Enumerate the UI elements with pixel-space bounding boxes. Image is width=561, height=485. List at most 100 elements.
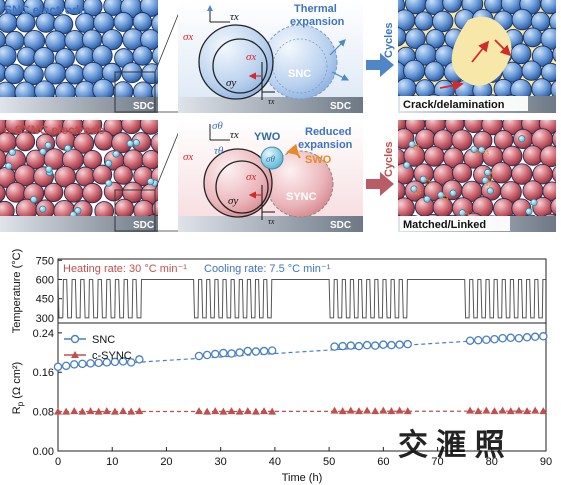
- snc-point: [53, 362, 63, 372]
- x-tick-label: 10: [106, 456, 118, 468]
- particle: [132, 12, 153, 32]
- rp-chart: 0 10 20 30 40 50 60 70 80 90 0.00 0.08 0.16 0.24 SNC …: [11, 322, 552, 484]
- sync-particle-left: [203, 148, 273, 218]
- watermark: 交 滙 照: [398, 428, 505, 462]
- zoom-line: [154, 4, 183, 73]
- particle: [101, 62, 122, 83]
- temperature-tick-label: 450: [36, 294, 54, 306]
- ywo-particle: [45, 165, 53, 173]
- particle: [132, 45, 153, 66]
- y-tick-label: 0.08: [33, 407, 54, 419]
- particle: [4, 63, 25, 85]
- c-sync-point: [227, 407, 236, 415]
- tau-x-small: τx: [268, 97, 275, 106]
- x-tick-label: 40: [269, 456, 281, 468]
- rp-axis-label: Rp (Ω cm²): [11, 362, 25, 414]
- particle: [540, 0, 556, 15]
- ywo-particle: [530, 198, 538, 207]
- c-sync-point: [94, 407, 103, 415]
- swo-arrow: [286, 143, 301, 159]
- snc-point: [346, 341, 356, 350]
- crack-panel: Crack/delamination: [398, 0, 556, 113]
- particle: [451, 129, 473, 151]
- c-sync-point: [260, 407, 269, 415]
- snc-point: [61, 361, 71, 371]
- snc-point: [267, 346, 277, 355]
- particle: [442, 0, 462, 13]
- legend-csync-marker: [71, 351, 79, 358]
- particle: [82, 149, 103, 170]
- c-sync-point: [119, 407, 128, 415]
- snc-point: [126, 358, 136, 367]
- particle: [161, 0, 181, 16]
- particle: [17, 46, 37, 66]
- reduced-label-1: Reduced: [305, 126, 351, 138]
- x-tick-label: 80: [486, 456, 498, 468]
- thermal-label-1: Thermal: [294, 3, 337, 15]
- ywo-particle: [39, 205, 47, 213]
- c-sync-point: [127, 407, 136, 415]
- snc-point: [70, 360, 79, 369]
- crack-arrow: [494, 39, 512, 57]
- snc-particle-expanded: [262, 24, 338, 100]
- c-sync-point: [203, 407, 212, 415]
- particle: [151, 46, 158, 66]
- temperature-axis-label: Temperature (°C): [11, 249, 23, 333]
- matched-label: Matched/Linked: [403, 219, 486, 231]
- particle: [23, 64, 44, 86]
- sigma-x-left: σx: [183, 31, 193, 43]
- particle: [113, 165, 133, 185]
- swo-particle: [482, 149, 489, 157]
- crack-label-bg: [400, 96, 528, 111]
- sdc-substrate: [0, 216, 158, 232]
- snc-electrode-panel: SDC SNC electrode: [0, 0, 181, 113]
- c-sync-point: [338, 407, 347, 415]
- sigma-y: σy: [228, 195, 238, 207]
- swo-label: SWO: [305, 154, 332, 166]
- temperature-tick-label: 600: [36, 274, 54, 286]
- ywo-particle: [478, 146, 486, 154]
- legend-snc-marker: [70, 334, 80, 344]
- snc-point: [194, 351, 204, 361]
- matched-label-bg: [400, 216, 510, 231]
- snc-trend-line: [57, 335, 547, 368]
- snc-point: [94, 358, 103, 368]
- snc-point: [354, 341, 364, 351]
- snc-point: [235, 348, 244, 357]
- rp-plot-frame: [57, 322, 547, 452]
- tau-x: τx: [230, 11, 239, 23]
- y-tick-label: 0.00: [33, 446, 54, 458]
- snc-point: [498, 334, 507, 343]
- ywo-particle: [449, 189, 457, 197]
- particle: [121, 120, 142, 135]
- c-sync-point: [514, 406, 523, 414]
- particle: [542, 181, 556, 202]
- particle: [73, 132, 95, 154]
- x-tick-label: 60: [377, 456, 389, 468]
- ywo-particle: [132, 139, 141, 147]
- time-axis-label: Time (h): [282, 472, 323, 484]
- swo-particle: [414, 188, 422, 196]
- crack-label: Crack/delamination: [403, 99, 505, 111]
- particle: [540, 27, 556, 50]
- particle: [92, 164, 113, 185]
- heating-rate-annotation: Heating rate: 30 °C min⁻¹: [63, 263, 187, 275]
- particle: [521, 60, 542, 81]
- particle: [551, 130, 556, 148]
- c-sync-point: [387, 407, 396, 415]
- particle: [511, 8, 533, 31]
- ywo-particle: [518, 135, 526, 143]
- ywo-particle: [419, 175, 427, 183]
- ywo-particle: [484, 168, 492, 177]
- y-tick-label: 0.24: [33, 328, 54, 340]
- swo-particle: [412, 144, 420, 151]
- swo-particle: [486, 180, 493, 187]
- ywo-particle: [64, 144, 72, 152]
- c-sync-point: [531, 406, 540, 414]
- particle: [15, 12, 36, 33]
- snc-point: [379, 340, 388, 349]
- c-sync-point: [474, 407, 483, 415]
- tau-theta: τθ: [214, 145, 224, 157]
- particle: [501, 145, 523, 167]
- snc-point: [362, 340, 372, 350]
